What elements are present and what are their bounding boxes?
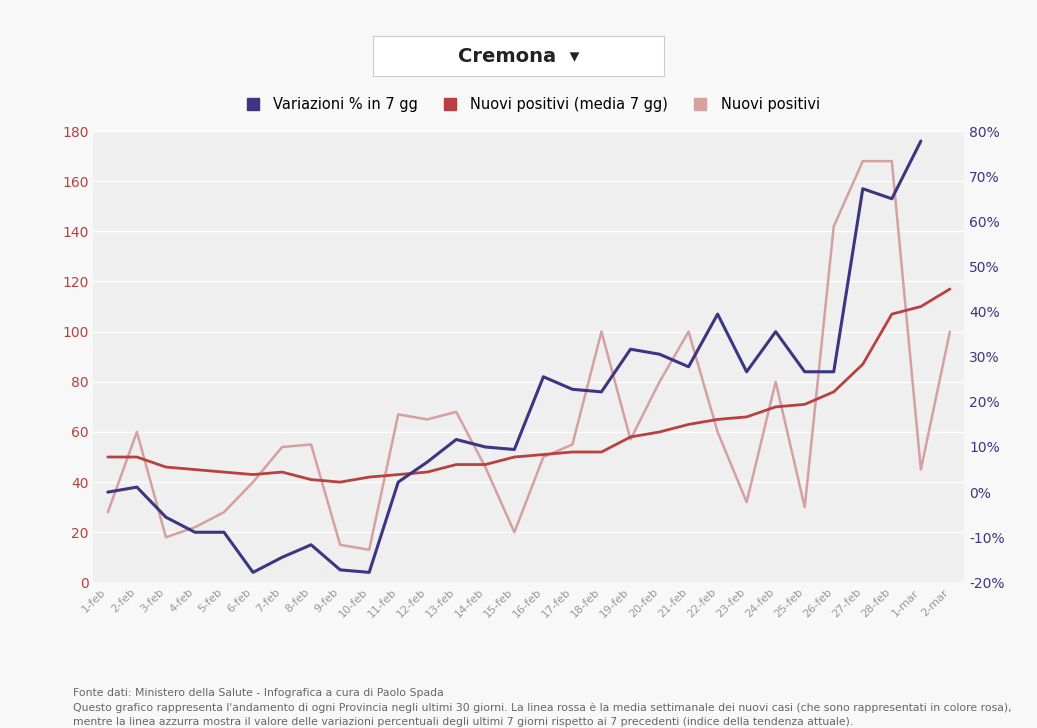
Text: Fonte dati: Ministero della Salute - Infografica a cura di Paolo Spada
Questo gr: Fonte dati: Ministero della Salute - Inf… [73, 688, 1011, 727]
Legend: Variazioni % in 7 gg, Nuovi positivi (media 7 gg), Nuovi positivi: Variazioni % in 7 gg, Nuovi positivi (me… [232, 91, 825, 118]
Text: Cremona  ▾: Cremona ▾ [457, 47, 580, 66]
